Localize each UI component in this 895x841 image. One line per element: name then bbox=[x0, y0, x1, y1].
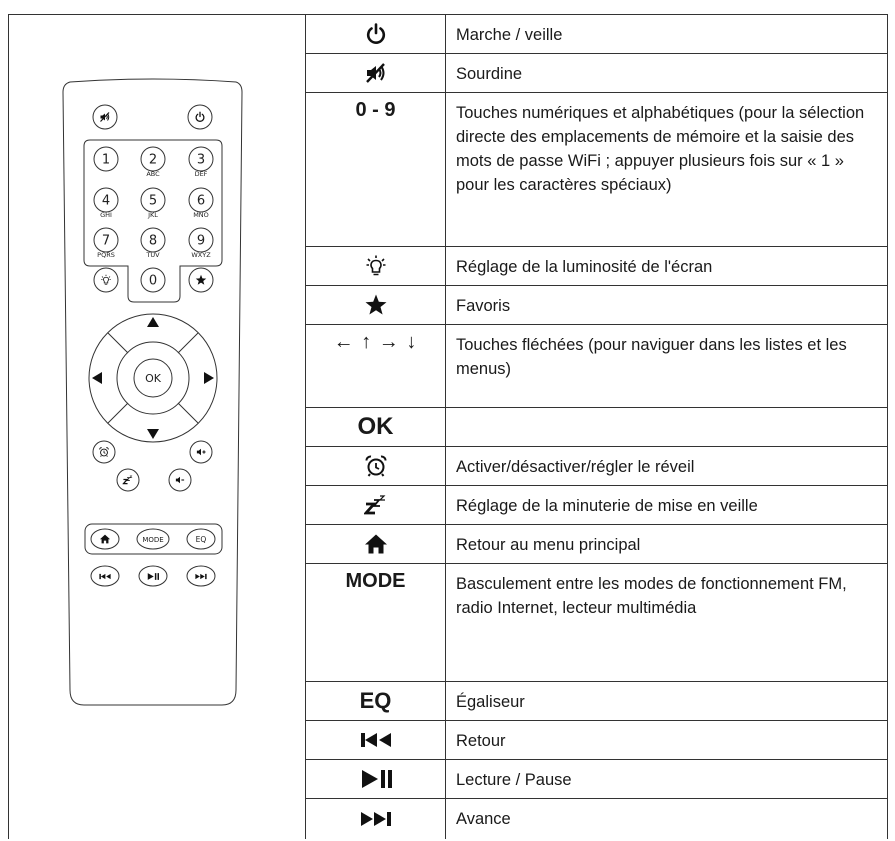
sleep-icon bbox=[364, 493, 388, 517]
digit-button bbox=[140, 146, 166, 172]
description: Activer/désactiver/régler le réveil bbox=[445, 446, 888, 486]
description: Basculement entre les modes de fonctionn… bbox=[445, 563, 888, 682]
brightness-icon bbox=[364, 254, 388, 278]
keypad-outline bbox=[83, 139, 223, 303]
arrow-left bbox=[92, 372, 102, 384]
description: Touches numériques et alphabétiques (pou… bbox=[445, 92, 888, 247]
button bbox=[93, 267, 119, 293]
key-table: Marche / veille Sourdine 0 - 9 Touches n… bbox=[8, 14, 888, 839]
ok-label: OK bbox=[145, 372, 162, 385]
digit-label: 3 bbox=[197, 153, 205, 168]
button bbox=[116, 468, 140, 492]
ok-button bbox=[133, 358, 173, 398]
button bbox=[92, 104, 118, 130]
description: Réglage de la luminosité de l'écran bbox=[445, 246, 888, 286]
dpad-inner bbox=[116, 341, 190, 415]
digit-label: 8 bbox=[149, 234, 157, 249]
digit-letters: ABC bbox=[146, 170, 160, 178]
description: Marche / veille bbox=[445, 14, 888, 54]
digit-label: 0 bbox=[149, 274, 157, 289]
home-icon bbox=[364, 532, 388, 556]
mute-icon bbox=[364, 61, 388, 85]
description: Lecture / Pause bbox=[445, 759, 888, 799]
description-empty bbox=[445, 407, 888, 447]
digit-letters: GHI bbox=[100, 211, 112, 219]
button bbox=[186, 565, 216, 587]
button bbox=[90, 565, 120, 587]
description: Avance bbox=[445, 798, 888, 839]
description: Réglage de la minuterie de mise en veill… bbox=[445, 485, 888, 525]
digit-button bbox=[188, 227, 214, 253]
digit-label: 6 bbox=[197, 194, 205, 209]
digit-letters: TUV bbox=[145, 251, 160, 259]
next-icon bbox=[358, 807, 394, 831]
digit-label: 4 bbox=[102, 194, 110, 209]
digit-letters: MNO bbox=[193, 211, 209, 219]
symbol-text: 0 - 9 bbox=[305, 92, 446, 247]
digit-label: 7 bbox=[102, 234, 110, 249]
button bbox=[136, 528, 170, 550]
description: Sourdine bbox=[445, 53, 888, 93]
dpad-dividers bbox=[107, 332, 199, 424]
arrow-up bbox=[147, 317, 159, 327]
button bbox=[138, 565, 168, 587]
button bbox=[168, 468, 192, 492]
eq-label: EQ bbox=[196, 535, 207, 544]
remote-body bbox=[62, 78, 243, 706]
description: Retour bbox=[445, 720, 888, 760]
description: Retour au menu principal bbox=[445, 524, 888, 564]
digit-letters: JKL bbox=[147, 211, 158, 219]
play-pause-icon bbox=[358, 767, 394, 791]
button bbox=[92, 440, 116, 464]
symbol-text: ← ↑ → ↓ bbox=[305, 324, 446, 408]
button bbox=[188, 267, 214, 293]
symbol-text: MODE bbox=[305, 563, 446, 682]
button bbox=[187, 104, 213, 130]
digit-label: 1 bbox=[102, 153, 110, 168]
digit-button bbox=[93, 146, 119, 172]
menu-group bbox=[84, 523, 223, 555]
symbol-text: OK bbox=[305, 407, 446, 447]
dpad bbox=[88, 313, 218, 443]
digit-button bbox=[140, 227, 166, 253]
prev-icon bbox=[358, 728, 394, 752]
description: Favoris bbox=[445, 285, 888, 325]
digit-label: 2 bbox=[149, 153, 157, 168]
digit-button bbox=[93, 227, 119, 253]
arrow-down bbox=[147, 429, 159, 439]
digit-letters: WXYZ bbox=[191, 251, 211, 259]
digit-button bbox=[188, 146, 214, 172]
description: Touches fléchées (pour naviguer dans les… bbox=[445, 324, 888, 408]
digit-label: 5 bbox=[149, 194, 157, 209]
digit-letters: DEF bbox=[195, 170, 208, 178]
arrow-right bbox=[204, 372, 214, 384]
digit-label: 9 bbox=[197, 234, 205, 249]
power-icon bbox=[364, 22, 388, 46]
mode-label: MODE bbox=[142, 536, 163, 544]
star-icon bbox=[364, 293, 388, 317]
alarm-icon bbox=[364, 454, 388, 478]
button bbox=[189, 440, 213, 464]
digit-letters: PQRS bbox=[97, 251, 115, 259]
digit-button bbox=[93, 187, 119, 213]
description: Égaliseur bbox=[445, 681, 888, 721]
digit-button bbox=[188, 187, 214, 213]
symbol-text: EQ bbox=[305, 681, 446, 721]
button bbox=[186, 528, 216, 550]
digit-button bbox=[140, 267, 166, 293]
button bbox=[90, 528, 120, 550]
remote-cell bbox=[8, 14, 306, 839]
digit-button bbox=[140, 187, 166, 213]
